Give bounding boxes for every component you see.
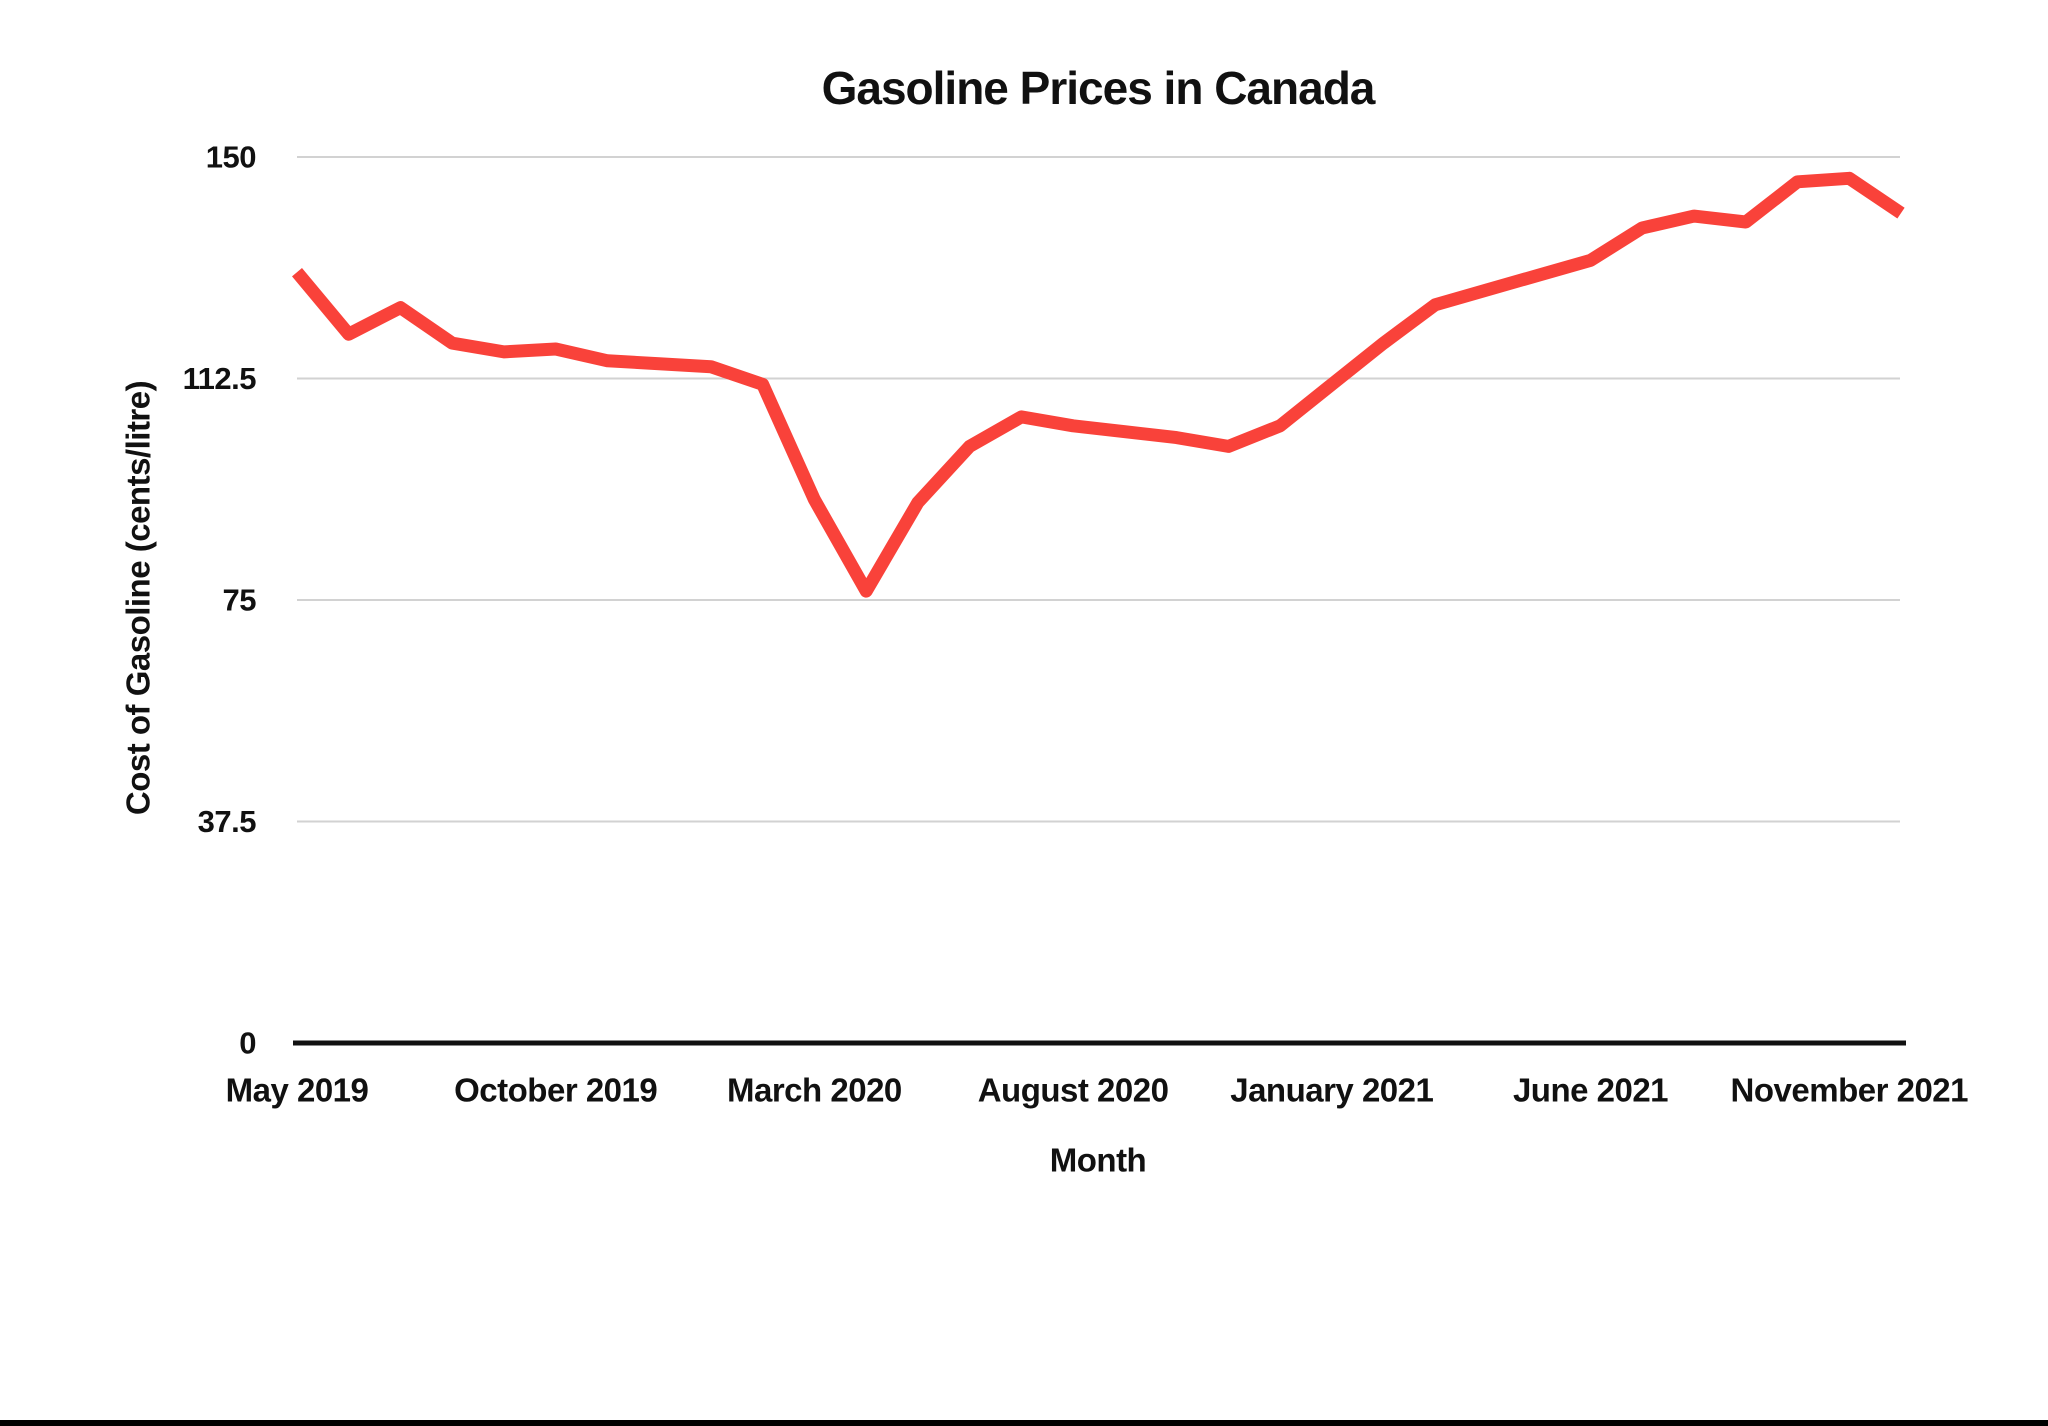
y-tick-label: 37.5 (198, 804, 257, 839)
x-tick-label: January 2021 (1230, 1072, 1433, 1109)
x-axis-tick-labels: May 2019 October 2019 March 2020 August 202… (226, 1072, 1969, 1109)
y-tick-label: 150 (206, 140, 256, 175)
x-tick-label: August 2020 (978, 1072, 1169, 1109)
x-tick-label: March 2020 (727, 1072, 902, 1109)
y-axis-title: Cost of Gasoline (cents/litre) (120, 381, 157, 815)
x-axis-title: Month (1050, 1142, 1146, 1179)
x-tick-label: November 2021 (1731, 1072, 1969, 1109)
horizontal-gridlines (297, 156, 1900, 823)
y-tick-label: 0 (239, 1026, 256, 1061)
y-tick-label: 75 (223, 583, 257, 618)
x-tick-label: June 2021 (1513, 1072, 1668, 1109)
x-tick-label: May 2019 (226, 1072, 369, 1109)
x-tick-label: October 2019 (454, 1072, 657, 1109)
y-tick-label: 112.5 (183, 361, 257, 396)
chart-title: Gasoline Prices in Canada (822, 62, 1376, 114)
y-axis-tick-labels: 0 37.5 75 112.5 150 (183, 140, 257, 1061)
bottom-edge-bar (0, 1420, 2048, 1426)
gasoline-price-line-series (292, 171, 1905, 598)
